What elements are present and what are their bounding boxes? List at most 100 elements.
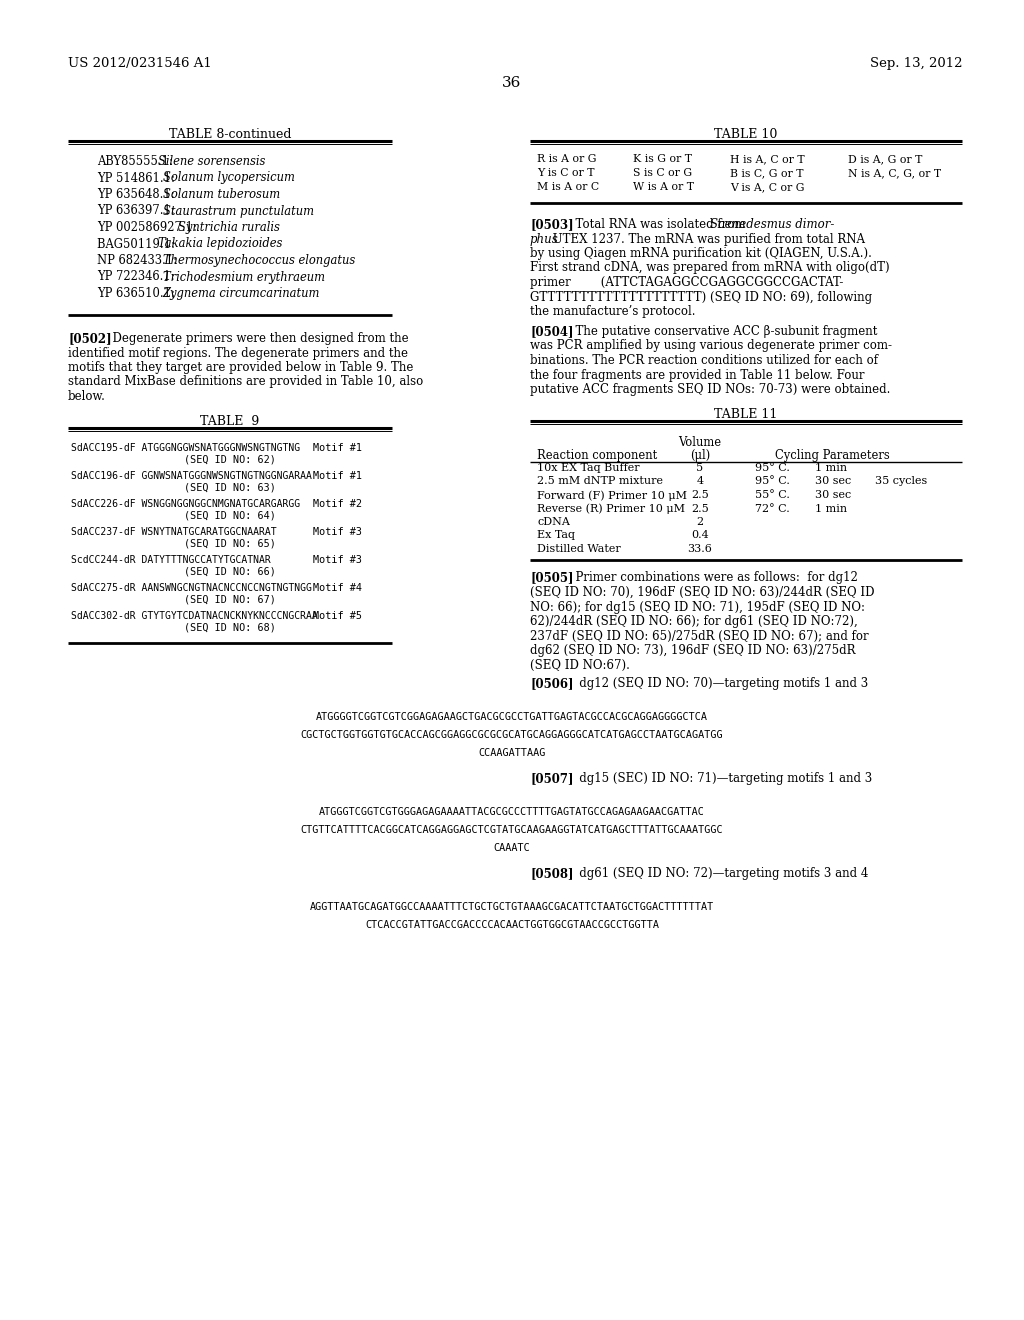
- Text: dg61 (SEQ ID NO: 72)—targeting motifs 3 and 4: dg61 (SEQ ID NO: 72)—targeting motifs 3 …: [568, 867, 868, 880]
- Text: Solanum tuberosum: Solanum tuberosum: [163, 187, 280, 201]
- Text: dg12 (SEQ ID NO: 70)—targeting motifs 1 and 3: dg12 (SEQ ID NO: 70)—targeting motifs 1 …: [568, 677, 868, 690]
- Text: was PCR amplified by using various degenerate primer com-: was PCR amplified by using various degen…: [530, 339, 892, 352]
- Text: binations. The PCR reaction conditions utilized for each of: binations. The PCR reaction conditions u…: [530, 354, 878, 367]
- Text: Ex Taq: Ex Taq: [537, 531, 575, 540]
- Text: Silene sorensensis: Silene sorensensis: [158, 154, 265, 168]
- Text: Y is C or T: Y is C or T: [537, 168, 595, 178]
- Text: YP 002586927.1:: YP 002586927.1:: [97, 220, 201, 234]
- Text: 95° C.: 95° C.: [755, 477, 790, 487]
- Text: Cycling Parameters: Cycling Parameters: [775, 449, 890, 462]
- Text: 2.5: 2.5: [691, 503, 709, 513]
- Text: 0.4: 0.4: [691, 531, 709, 540]
- Text: 95° C.: 95° C.: [755, 463, 790, 473]
- Text: SdACC195-dF ATGGGNGGWSNATGGGNWSNGTNGTNG: SdACC195-dF ATGGGNGGWSNATGGGNWSNGTNGTNG: [71, 444, 300, 453]
- Text: phus: phus: [530, 232, 559, 246]
- Text: [0502]: [0502]: [68, 333, 112, 345]
- Text: SdACC275-dR AANSWNGCNGTNACNCCNCCNGTNGTNGG: SdACC275-dR AANSWNGCNGTNACNCCNCCNGTNGTNG…: [71, 583, 312, 593]
- Text: 4: 4: [696, 477, 703, 487]
- Text: Reaction component: Reaction component: [537, 449, 657, 462]
- Text: 36: 36: [503, 77, 521, 90]
- Text: cDNA: cDNA: [537, 517, 570, 527]
- Text: Forward (F) Primer 10 μM: Forward (F) Primer 10 μM: [537, 490, 687, 500]
- Text: Sep. 13, 2012: Sep. 13, 2012: [869, 57, 962, 70]
- Text: Reverse (R) Primer 10 μM: Reverse (R) Primer 10 μM: [537, 503, 685, 513]
- Text: 30 sec: 30 sec: [815, 477, 851, 487]
- Text: SdACC226-dF WSNGGNGGNGGCNMGNATGCARGARGG: SdACC226-dF WSNGGNGGNGGCNMGNATGCARGARGG: [71, 499, 300, 510]
- Text: [0505]: [0505]: [530, 572, 573, 585]
- Text: dg15 (SEC) ID NO: 71)—targeting motifs 1 and 3: dg15 (SEC) ID NO: 71)—targeting motifs 1…: [568, 772, 872, 785]
- Text: 62)/244dR (SEQ ID NO: 66); for dg61 (SEQ ID NO:72),: 62)/244dR (SEQ ID NO: 66); for dg61 (SEQ…: [530, 615, 858, 628]
- Text: Motif #3: Motif #3: [313, 527, 362, 537]
- Text: (SEQ ID NO:67).: (SEQ ID NO:67).: [530, 659, 630, 672]
- Text: Primer combinations were as follows:  for dg12: Primer combinations were as follows: for…: [568, 572, 858, 585]
- Text: 72° C.: 72° C.: [755, 503, 790, 513]
- Text: Distilled Water: Distilled Water: [537, 544, 621, 554]
- Text: [0503]: [0503]: [530, 218, 573, 231]
- Text: 1 min: 1 min: [815, 463, 847, 473]
- Text: (SEQ ID NO: 68): (SEQ ID NO: 68): [184, 623, 275, 634]
- Text: TABLE  9: TABLE 9: [201, 414, 260, 428]
- Text: (SEQ ID NO: 66): (SEQ ID NO: 66): [184, 568, 275, 577]
- Text: Total RNA was isolated from: Total RNA was isolated from: [568, 218, 750, 231]
- Text: NP 682433.1:: NP 682433.1:: [97, 253, 180, 267]
- Text: the four fragments are provided in Table 11 below. Four: the four fragments are provided in Table…: [530, 368, 864, 381]
- Text: 10x EX Taq Buffer: 10x EX Taq Buffer: [537, 463, 640, 473]
- Text: CGCTGCTGGTGGTGTGCACCAGCGGAGGCGCGCGCATGCAGGAGGGCATCATGAGCCTAATGCAGATGG: CGCTGCTGGTGGTGTGCACCAGCGGAGGCGCGCGCATGCA…: [301, 730, 723, 741]
- Text: Motif #1: Motif #1: [313, 471, 362, 480]
- Text: 33.6: 33.6: [687, 544, 713, 554]
- Text: [0507]: [0507]: [530, 772, 573, 785]
- Text: Motif #2: Motif #2: [313, 499, 362, 510]
- Text: [0506]: [0506]: [530, 677, 573, 690]
- Text: by using Qiagen mRNA purification kit (QIAGEN, U.S.A.).: by using Qiagen mRNA purification kit (Q…: [530, 247, 871, 260]
- Text: Scenedesmus dimor-: Scenedesmus dimor-: [710, 218, 834, 231]
- Text: Motif #4: Motif #4: [313, 583, 362, 593]
- Text: ABY85555.1:: ABY85555.1:: [97, 154, 176, 168]
- Text: standard MixBase definitions are provided in Table 10, also: standard MixBase definitions are provide…: [68, 375, 423, 388]
- Text: First strand cDNA, was prepared from mRNA with oligo(dT): First strand cDNA, was prepared from mRN…: [530, 261, 890, 275]
- Text: UTEX 1237. The mRNA was purified from total RNA: UTEX 1237. The mRNA was purified from to…: [549, 232, 865, 246]
- Text: Thermosynechococcus elongatus: Thermosynechococcus elongatus: [163, 253, 355, 267]
- Text: V is A, C or G: V is A, C or G: [730, 182, 805, 191]
- Text: NO: 66); for dg15 (SEQ ID NO: 71), 195dF (SEQ ID NO:: NO: 66); for dg15 (SEQ ID NO: 71), 195dF…: [530, 601, 865, 614]
- Text: D is A, G or T: D is A, G or T: [848, 154, 923, 164]
- Text: (SEQ ID NO: 70), 196dF (SEQ ID NO: 63)/244dR (SEQ ID: (SEQ ID NO: 70), 196dF (SEQ ID NO: 63)/2…: [530, 586, 874, 599]
- Text: S is C or G: S is C or G: [633, 168, 692, 178]
- Text: US 2012/0231546 A1: US 2012/0231546 A1: [68, 57, 212, 70]
- Text: 55° C.: 55° C.: [755, 490, 790, 500]
- Text: SdACC196-dF GGNWSNATGGGNWSNGTNGTNGGNGARAA: SdACC196-dF GGNWSNATGGGNWSNGTNGTNGGNGARA…: [71, 471, 312, 480]
- Text: dg62 (SEQ ID NO: 73), 196dF (SEQ ID NO: 63)/275dR: dg62 (SEQ ID NO: 73), 196dF (SEQ ID NO: …: [530, 644, 855, 657]
- Text: ATGGGTCGGTCGTGGGAGAGAAAATTACGCGCCCTTTTGAGTATGCCAGAGAAGAACGATTAC: ATGGGTCGGTCGTGGGAGAGAAAATTACGCGCCCTTTTGA…: [319, 807, 705, 817]
- Text: 2.5: 2.5: [691, 490, 709, 500]
- Text: YP 722346.1:: YP 722346.1:: [97, 271, 178, 284]
- Text: 1 min: 1 min: [815, 503, 847, 513]
- Text: CTGTTCATTTTCACGGCATCAGGAGGAGCTCGTATGCAAGAAGGTATCATGAGCTTTATTGCAAATGGC: CTGTTCATTTTCACGGCATCAGGAGGAGCTCGTATGCAAG…: [301, 825, 723, 836]
- Text: 2: 2: [696, 517, 703, 527]
- Text: Degenerate primers were then designed from the: Degenerate primers were then designed fr…: [105, 333, 409, 345]
- Text: Takakia lepidozioides: Takakia lepidozioides: [158, 238, 282, 251]
- Text: TABLE 8-continued: TABLE 8-continued: [169, 128, 291, 141]
- Text: (SEQ ID NO: 63): (SEQ ID NO: 63): [184, 483, 275, 492]
- Text: CTCACCGTATTGACCGACCCCACAACTGGTGGCGTAACCGCCTGGTTA: CTCACCGTATTGACCGACCCCACAACTGGTGGCGTAACCG…: [365, 920, 659, 931]
- Text: Syntrichia ruralis: Syntrichia ruralis: [178, 220, 280, 234]
- Text: the manufacture’s protocol.: the manufacture’s protocol.: [530, 305, 695, 318]
- Text: (SEQ ID NO: 67): (SEQ ID NO: 67): [184, 595, 275, 605]
- Text: N is A, C, G, or T: N is A, C, G, or T: [848, 168, 941, 178]
- Text: ScdCC244-dR DATYTTTNGCCATYTGCATNAR: ScdCC244-dR DATYTTTNGCCATYTGCATNAR: [71, 554, 270, 565]
- Text: R is A or G: R is A or G: [537, 154, 597, 164]
- Text: below.: below.: [68, 389, 105, 403]
- Text: TABLE 11: TABLE 11: [715, 408, 777, 421]
- Text: (SEQ ID NO: 62): (SEQ ID NO: 62): [184, 455, 275, 465]
- Text: YP 636510.1:: YP 636510.1:: [97, 286, 178, 300]
- Text: W is A or T: W is A or T: [633, 182, 694, 191]
- Text: putative ACC fragments SEQ ID NOs: 70-73) were obtained.: putative ACC fragments SEQ ID NOs: 70-73…: [530, 383, 891, 396]
- Text: Motif #1: Motif #1: [313, 444, 362, 453]
- Text: BAG50119.1:: BAG50119.1:: [97, 238, 178, 251]
- Text: H is A, C or T: H is A, C or T: [730, 154, 805, 164]
- Text: Zygnema circumcarinatum: Zygnema circumcarinatum: [163, 286, 321, 300]
- Text: Trichodesmium erythraeum: Trichodesmium erythraeum: [163, 271, 325, 284]
- Text: 30 sec: 30 sec: [815, 490, 851, 500]
- Text: 35 cycles: 35 cycles: [874, 477, 928, 487]
- Text: primer        (ATTCTAGAGGCCGAGGCGGCCGACTAT-: primer (ATTCTAGAGGCCGAGGCGGCCGACTAT-: [530, 276, 844, 289]
- Text: Staurastrum punctulatum: Staurastrum punctulatum: [163, 205, 313, 218]
- Text: SdACC237-dF WSNYTNATGCARATGGCNAARAT: SdACC237-dF WSNYTNATGCARATGGCNAARAT: [71, 527, 276, 537]
